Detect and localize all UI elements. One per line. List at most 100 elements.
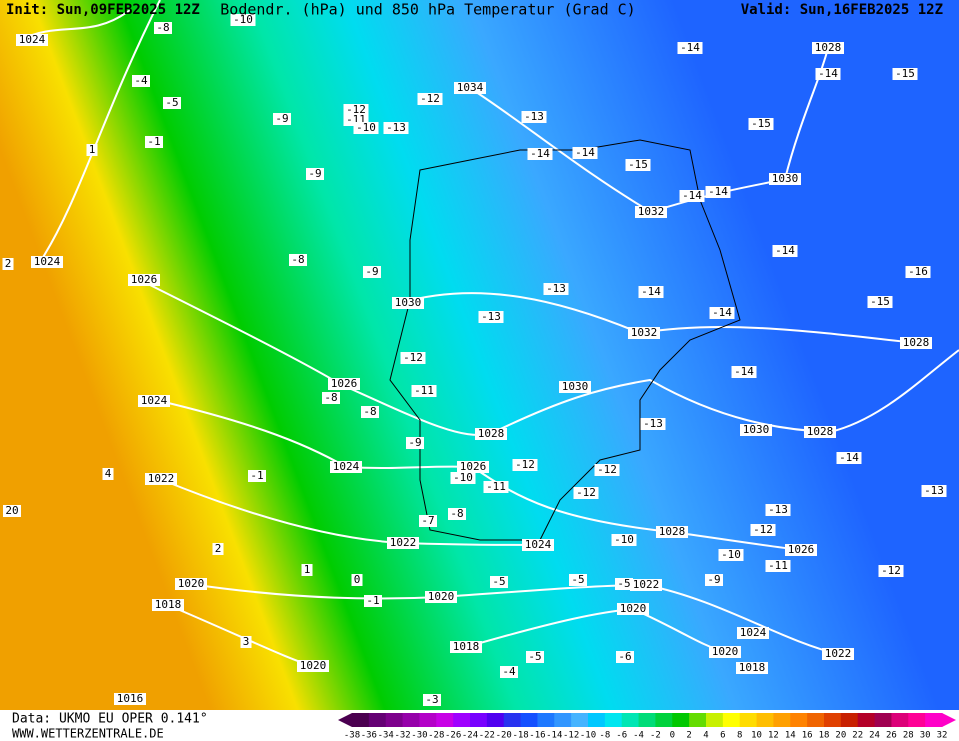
colorbar-swatch [874, 713, 892, 727]
isobar-label: 1024 [333, 460, 360, 473]
isobar-label-box [769, 173, 801, 185]
temperature-label-box [705, 574, 723, 586]
colorbar-tick-label: 8 [737, 731, 742, 741]
colorbar-arrow [338, 713, 352, 727]
colorbar-tick-label: 22 [852, 731, 863, 741]
temperature-label-box [625, 159, 651, 171]
temperature-label-box [765, 504, 791, 516]
temperature-label-box [448, 508, 466, 520]
colorbar-swatch [554, 713, 572, 727]
isobar-label: 1020 [178, 577, 205, 590]
isobar-label-box [522, 539, 554, 551]
temperature-label: 0 [354, 573, 361, 586]
isobar-label: 1022 [148, 472, 175, 485]
isobar-label-box [900, 337, 932, 349]
colorbar-tick-label: 28 [903, 731, 914, 741]
colorbar-tick-label: -22 [479, 731, 495, 741]
temperature-label: -9 [308, 167, 321, 180]
temperature-label-box [836, 452, 862, 464]
colorbar-swatch [807, 713, 825, 727]
temperature-label-box [815, 68, 841, 80]
temperature-label: -1 [250, 469, 263, 482]
isobar-label: 1022 [825, 647, 852, 660]
temperature-label: -3 [425, 693, 438, 706]
colorbar-tick-label: 30 [920, 731, 931, 741]
temperature-label: -14 [734, 365, 754, 378]
temperature-label-box [569, 574, 587, 586]
temperature-label-box [417, 93, 443, 105]
isobar-label: 1030 [395, 296, 422, 309]
colorbar-tick-label: -2 [650, 731, 661, 741]
colorbar-swatch [486, 713, 505, 727]
temperature-label-box [543, 283, 569, 295]
isobar-label-box [737, 627, 769, 639]
colorbar-swatch [790, 713, 808, 727]
temperature-label-box [478, 311, 504, 323]
colorbar-swatch [773, 713, 791, 727]
isobar-label: 1020 [620, 602, 647, 615]
isobar-label: 1024 [141, 394, 168, 407]
temperature-label: -4 [134, 74, 148, 87]
temperature-label-box [361, 406, 379, 418]
temperature-label: -14 [775, 244, 795, 257]
isobar-label-box [804, 426, 836, 438]
colorbar-tick-label: 14 [785, 731, 796, 741]
isobar-label: 1024 [19, 33, 46, 46]
temperature-label: -1 [366, 594, 379, 607]
colorbar-tick-label: -24 [462, 731, 478, 741]
isobar-label: 1024 [34, 255, 61, 268]
temperature-label-box [301, 564, 313, 576]
colorbar-tick-label: -14 [546, 731, 562, 741]
isobar-label-box [475, 428, 507, 440]
temperature-label: -16 [908, 265, 928, 278]
temperature-label: -5 [528, 650, 541, 663]
colorbar-swatch [402, 713, 420, 727]
colorbar-tick-label: 10 [751, 731, 762, 741]
temperature-label: -15 [751, 117, 771, 130]
temperature-label-box [230, 14, 256, 26]
temperature-label-box [772, 245, 798, 257]
temperature-label: -13 [386, 121, 406, 134]
colorbar-tick-label: -20 [496, 731, 512, 741]
temperature-label-box [163, 97, 181, 109]
colorbar-tick-label: -38 [344, 731, 360, 741]
temperature-label-box [921, 485, 947, 497]
temperature-label: -12 [597, 463, 617, 476]
temperature-label-box [500, 666, 518, 678]
site-name: WWW.WETTERZENTRALE.DE [12, 727, 164, 741]
temperature-label-box [248, 470, 266, 482]
isobar-label-box [450, 641, 482, 653]
colorbar-swatch [604, 713, 623, 727]
temperature-label-box [616, 651, 634, 663]
isobar-label: 1030 [772, 172, 799, 185]
temperature-label-box [132, 75, 150, 87]
isobar-label-box [454, 82, 486, 94]
isobar-label-box [145, 473, 177, 485]
temperature-label: -14 [680, 41, 700, 54]
isobar-label: 1030 [743, 423, 770, 436]
temperature-label: -11 [768, 559, 788, 572]
temperature-label-box [483, 481, 509, 493]
borders [389, 139, 741, 541]
temperature-label: -5 [617, 577, 630, 590]
temperature-label-box [638, 286, 664, 298]
colorbar-swatch [520, 713, 538, 727]
temperature-label: -9 [275, 112, 288, 125]
temperature-label: 1 [304, 563, 311, 576]
temperature-label-box [705, 186, 731, 198]
isobar-label-box [138, 395, 170, 407]
temperature-label-box [878, 565, 904, 577]
temperature-label-box [212, 543, 224, 555]
colorbar-swatch [689, 713, 707, 727]
temperature-label-box [3, 505, 21, 517]
temperature-label: -8 [156, 21, 169, 34]
isobar-label-box [392, 297, 424, 309]
temperature-label-box [343, 104, 369, 116]
isobar-label: 1026 [788, 543, 815, 556]
temperature-label: -14 [708, 185, 728, 198]
isobar-label: 1024 [740, 626, 767, 639]
temperature-label: 20 [5, 504, 18, 517]
temperature-label-box [411, 385, 437, 397]
colorbar-tick-label: 16 [802, 731, 813, 741]
colorbar-swatch [857, 713, 876, 727]
